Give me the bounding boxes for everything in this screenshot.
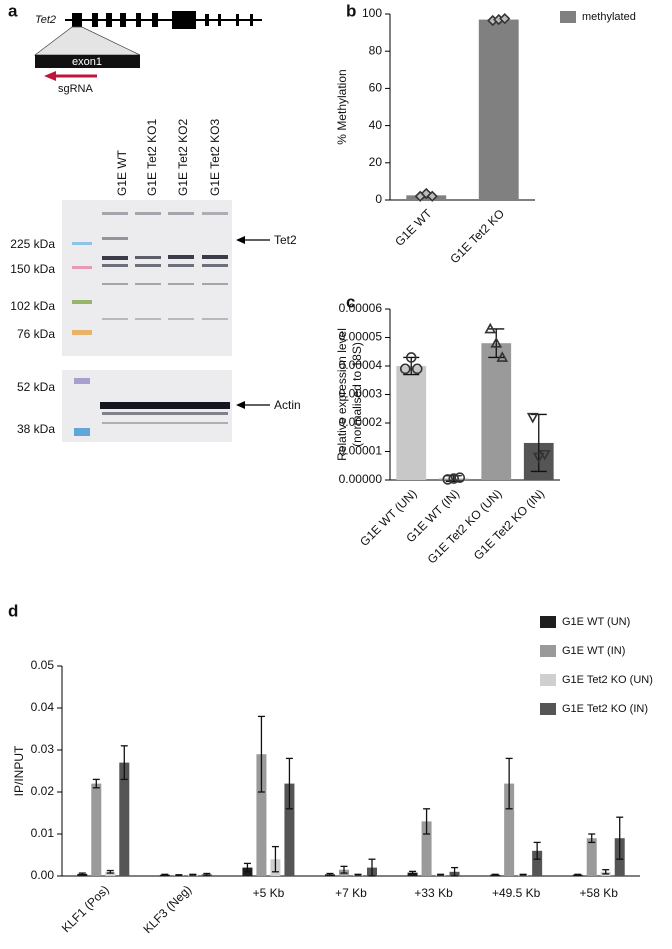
marker-label: 102 kDa	[10, 299, 55, 313]
zoom-wedge	[33, 26, 141, 56]
sgrna-arrowhead	[44, 71, 56, 81]
y-axis-label: Relative expression level	[335, 328, 349, 461]
band-arrowhead	[236, 236, 245, 244]
x-tick-label: KLF1 (Pos)	[59, 882, 112, 935]
bar	[478, 19, 519, 200]
data-point	[399, 363, 411, 375]
legend-label: methylated	[582, 11, 636, 23]
x-tick-label: KLF3 (Neg)	[140, 882, 194, 936]
marker-label: 38 kDa	[17, 422, 55, 436]
bar	[504, 783, 515, 876]
marker-label: 225 kDa	[10, 237, 55, 251]
legend-swatch	[560, 11, 576, 23]
data-point	[526, 412, 539, 424]
x-tick-label: +49.5 Kb	[492, 886, 541, 900]
y-tick-label: 100	[362, 6, 382, 20]
panel-a: a Tet2 exon1 sgRNA G1E WT G1E Tet2 KO1 G…	[8, 1, 301, 442]
x-tick-label: G1E WT	[392, 206, 435, 249]
data-point	[448, 473, 460, 484]
legend-swatch	[540, 616, 556, 628]
data-point	[454, 472, 466, 484]
data-point	[411, 363, 423, 375]
y-tick-label: 0.00000	[339, 472, 383, 486]
y-tick-label: 0.00004	[339, 358, 383, 372]
y-tick-label: 0.04	[31, 700, 55, 714]
legend-label: G1E Tet2 KO (UN)	[562, 674, 653, 686]
x-tick-label: G1E Tet2 KO (UN)	[425, 486, 505, 566]
data-point	[426, 190, 438, 202]
y-tick-label: 20	[369, 155, 383, 169]
exon-label: exon1	[72, 56, 102, 68]
bar	[481, 343, 512, 480]
x-tick-label: +58 Kb	[580, 886, 619, 900]
bar	[256, 754, 267, 876]
marker-label: 76 kDa	[17, 327, 55, 341]
y-tick-label: 60	[369, 81, 383, 95]
y-tick-label: 0.00006	[339, 301, 383, 315]
y-axis-label: (normalised to 18S)	[350, 342, 364, 447]
panel-label: b	[346, 1, 356, 20]
y-tick-label: 0.00002	[339, 415, 383, 429]
y-tick-label: 0.00	[31, 868, 55, 882]
x-tick-label: +5 Kb	[253, 886, 285, 900]
band-label: Tet2	[274, 233, 297, 247]
x-tick-label: +33 Kb	[414, 886, 453, 900]
ladder-bands	[72, 242, 92, 335]
legend-label: G1E Tet2 KO (IN)	[562, 703, 648, 715]
band-label: Actin	[274, 398, 301, 412]
exons	[72, 11, 253, 29]
data-point	[405, 352, 417, 363]
legend-label: G1E WT (UN)	[562, 616, 630, 628]
bar	[586, 838, 597, 876]
y-tick-label: 0.03	[31, 742, 55, 756]
exon-box	[35, 55, 140, 68]
data-point	[496, 351, 509, 362]
sgrna-label: sgRNA	[58, 83, 94, 95]
data-point	[490, 337, 503, 348]
data-point	[532, 452, 545, 464]
panel-label: d	[8, 601, 18, 620]
bar	[532, 850, 543, 876]
y-tick-label: 0.05	[31, 658, 55, 672]
y-tick-label: 40	[369, 118, 383, 132]
legend-swatch	[540, 645, 556, 657]
bar	[421, 821, 432, 876]
marker-label: 52 kDa	[17, 380, 55, 394]
y-tick-label: 0.00005	[339, 330, 383, 344]
legend-label: G1E WT (IN)	[562, 645, 625, 657]
y-tick-label: 0	[375, 192, 382, 206]
y-axis-label: % Methylation	[335, 69, 349, 144]
marker-label: 150 kDa	[10, 262, 55, 276]
y-tick-label: 80	[369, 43, 383, 57]
x-tick-label: +7 Kb	[335, 886, 367, 900]
bar	[119, 762, 130, 876]
y-axis-label: IP/INPUT	[12, 745, 26, 796]
tet2-bands	[102, 212, 228, 320]
bar	[284, 783, 295, 876]
data-point	[442, 474, 454, 485]
y-tick-label: 0.01	[31, 826, 55, 840]
panel-label: a	[8, 1, 18, 20]
lane-label: G1E WT	[115, 149, 129, 196]
data-point	[538, 449, 551, 461]
legend-swatch	[540, 674, 556, 686]
gene-name: Tet2	[35, 14, 56, 26]
panel-label: c	[346, 292, 355, 311]
lane-label: G1E Tet2 KO2	[176, 119, 190, 196]
band-arrowhead	[236, 401, 245, 409]
bar	[105, 871, 116, 876]
data-point	[499, 13, 511, 25]
data-point	[484, 322, 497, 334]
x-tick-label: G1E Tet2 KO	[447, 206, 507, 266]
bar	[91, 783, 102, 876]
y-tick-label: 0.00003	[339, 387, 383, 401]
lane-label: G1E Tet2 KO1	[145, 119, 159, 196]
legend-swatch	[540, 703, 556, 715]
y-tick-label: 0.02	[31, 784, 55, 798]
y-tick-label: 0.00001	[339, 444, 383, 458]
lane-label: G1E Tet2 KO3	[208, 119, 222, 196]
bar	[396, 366, 427, 480]
actin-bands	[74, 378, 230, 436]
